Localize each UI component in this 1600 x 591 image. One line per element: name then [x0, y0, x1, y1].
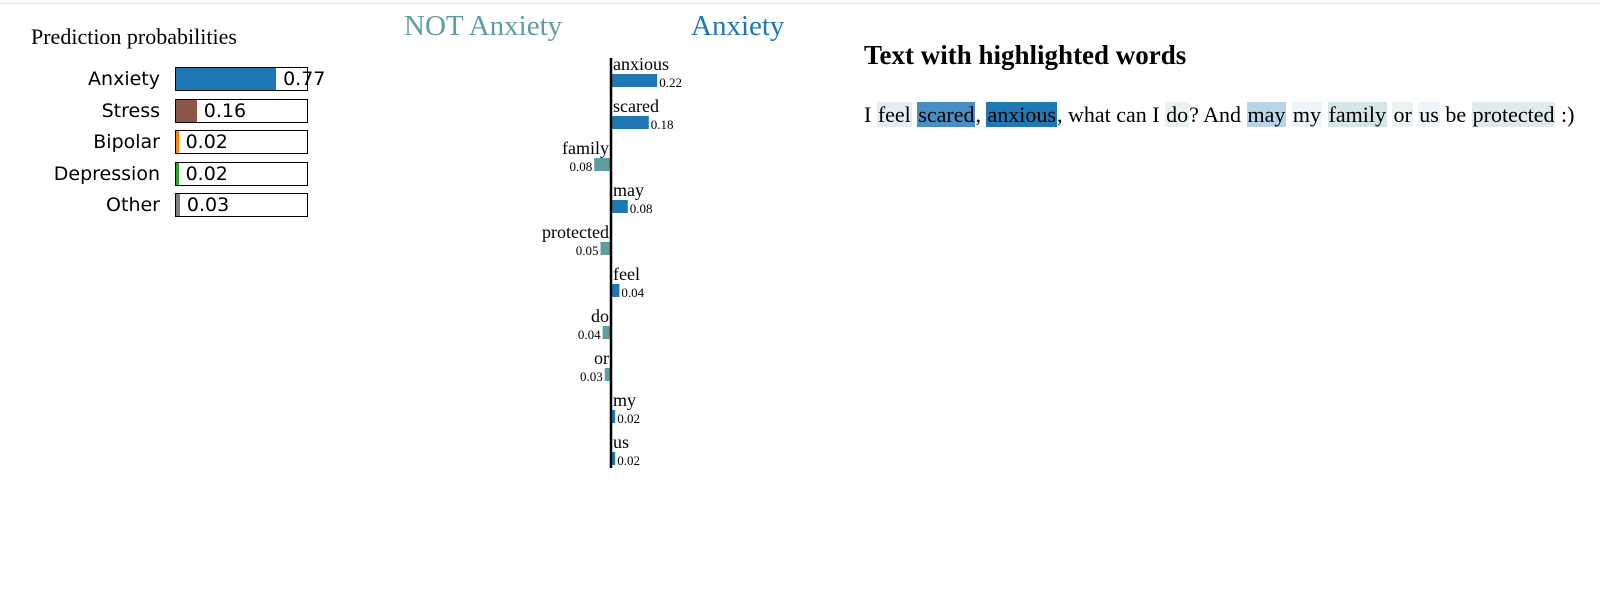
plain-text: be — [1440, 102, 1472, 127]
plain-text: , — [975, 102, 986, 127]
plain-text: ? And — [1189, 102, 1246, 127]
feature-word-may: may — [613, 180, 644, 200]
feature-word-anxious: anxious — [613, 54, 669, 74]
highlighted-word: or — [1392, 102, 1412, 127]
feature-value-my: 0.02 — [617, 411, 640, 426]
highlighted-word: family — [1328, 102, 1387, 127]
highlighted-text: I feel scared, anxious, what can I do? A… — [864, 100, 1574, 130]
plain-text: :) — [1555, 102, 1574, 127]
feature-bar-do — [603, 326, 611, 339]
plain-text — [1322, 102, 1328, 127]
feature-value-may: 0.08 — [630, 201, 653, 216]
highlighted-word: may — [1247, 102, 1287, 127]
feature-value-or: 0.03 — [580, 369, 603, 384]
feature-word-protected: protected — [542, 222, 609, 242]
feature-word-scared: scared — [613, 96, 659, 116]
plain-text: I — [864, 102, 877, 127]
feature-value-scared: 0.18 — [651, 117, 674, 132]
feature-value-do: 0.04 — [578, 327, 601, 342]
feature-value-protected: 0.05 — [576, 243, 599, 258]
highlighted-word: my — [1292, 102, 1322, 127]
feature-bar-anxious — [611, 74, 657, 87]
feature-word-family: family — [562, 138, 609, 158]
feature-bar-feel — [611, 284, 619, 297]
highlighted-word: us — [1418, 102, 1440, 127]
feature-bar-protected — [601, 242, 612, 255]
highlighted-word: anxious — [986, 102, 1056, 127]
feature-word-or: or — [594, 348, 609, 368]
feature-bar-scared — [611, 116, 649, 129]
feature-bar-family — [594, 158, 611, 171]
feature-value-anxious: 0.22 — [659, 75, 682, 90]
feature-value-feel: 0.04 — [621, 285, 644, 300]
feature-bar-may — [611, 200, 628, 213]
feature-word-feel: feel — [613, 264, 640, 284]
feature-word-my: my — [613, 390, 636, 410]
feature-value-us: 0.02 — [617, 453, 640, 468]
feature-value-family: 0.08 — [569, 159, 592, 174]
highlighted-word: feel — [877, 102, 912, 127]
highlighted-word: protected — [1472, 102, 1556, 127]
highlighted-text-title: Text with highlighted words — [864, 40, 1186, 71]
highlighted-word: do — [1165, 102, 1189, 127]
plain-text: , what can I — [1057, 102, 1165, 127]
feature-weight-chart: anxious0.22scared0.18family0.08may0.08pr… — [0, 0, 860, 480]
highlighted-word: scared — [917, 102, 975, 127]
feature-word-do: do — [591, 306, 609, 326]
feature-word-us: us — [613, 432, 629, 452]
